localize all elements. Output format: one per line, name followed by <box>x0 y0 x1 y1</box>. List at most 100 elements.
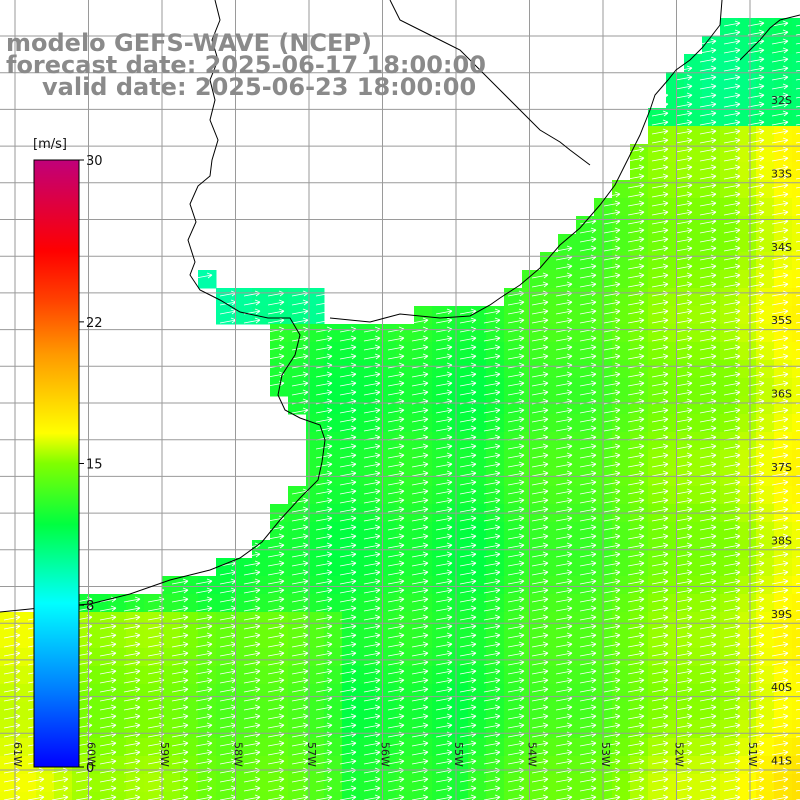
wind-arrow <box>747 299 765 306</box>
wind-cell <box>756 234 775 253</box>
wind-arrow <box>531 587 549 594</box>
wind-cell <box>684 270 703 289</box>
wind-cell <box>684 540 703 559</box>
wind-cell <box>540 774 559 793</box>
wind-arrow <box>531 722 549 729</box>
wind-arrow <box>747 632 765 639</box>
wind-cell <box>522 486 541 505</box>
wind-arrow <box>123 776 141 783</box>
wind-cell <box>450 306 469 325</box>
wind-arrow <box>363 578 381 585</box>
wind-arrow <box>627 200 645 207</box>
wind-arrow <box>723 416 741 423</box>
wind-cell <box>720 36 739 55</box>
wind-cell <box>540 486 559 505</box>
wind-arrow <box>675 146 693 153</box>
wind-arrow <box>699 677 717 684</box>
wind-arrow <box>387 686 405 693</box>
wind-cell <box>288 594 307 613</box>
wind-arrow <box>627 425 645 432</box>
wind-cell <box>360 576 379 595</box>
wind-arrow <box>195 587 213 594</box>
coastline <box>0 0 800 613</box>
wind-cell <box>180 738 199 757</box>
wind-arrow <box>699 614 717 621</box>
wind-cell <box>306 342 325 361</box>
wind-arrow <box>531 353 549 360</box>
wind-cell <box>666 306 685 325</box>
wind-arrow <box>483 389 501 396</box>
wind-arrow <box>99 686 117 693</box>
wind-arrow <box>579 299 597 306</box>
wind-arrow <box>555 524 573 531</box>
wind-arrow <box>675 74 693 81</box>
wind-arrow <box>723 245 741 252</box>
wind-arrow <box>675 758 693 765</box>
wind-arrow <box>171 704 189 711</box>
wind-arrow <box>483 371 501 378</box>
wind-cell <box>612 648 631 667</box>
wind-cell <box>324 378 343 397</box>
wind-arrow <box>771 704 789 711</box>
wind-cell <box>396 432 415 451</box>
wind-arrow <box>675 443 693 450</box>
wind-arrow <box>339 488 357 495</box>
wind-arrow <box>267 299 285 306</box>
wind-cell <box>306 558 325 577</box>
wind-arrow <box>483 479 501 486</box>
wind-cell <box>630 792 649 800</box>
wind-arrow <box>507 623 525 630</box>
wind-arrow <box>291 776 309 783</box>
wind-arrow <box>387 749 405 756</box>
wind-arrow <box>771 650 789 657</box>
wind-cell <box>360 720 379 739</box>
wind-arrow <box>699 209 717 216</box>
wind-arrow <box>291 407 309 414</box>
wind-arrow <box>363 344 381 351</box>
wind-arrow <box>99 623 117 630</box>
wind-cell <box>684 450 703 469</box>
wind-arrow <box>723 704 741 711</box>
wind-arrow <box>795 375 800 378</box>
wind-cell <box>720 54 739 73</box>
wind-cell <box>612 684 631 703</box>
wind-arrow <box>675 776 693 783</box>
longitude-label: 52W <box>673 742 686 767</box>
wind-arrow <box>315 551 333 558</box>
wind-arrow <box>483 722 501 729</box>
wind-arrow <box>699 722 717 729</box>
wind-arrow <box>723 461 741 468</box>
wind-arrow <box>315 317 333 324</box>
wind-arrow <box>99 785 117 792</box>
wind-arrow <box>579 488 597 495</box>
wind-cell <box>306 666 325 685</box>
wind-arrow <box>3 713 21 720</box>
wind-arrow <box>483 677 501 684</box>
wind-arrow <box>651 506 669 513</box>
wind-cell <box>306 432 325 451</box>
wind-arrow <box>243 623 261 630</box>
wind-cell <box>738 18 757 37</box>
wind-arrow <box>243 650 261 657</box>
wind-cell <box>306 450 325 469</box>
wind-cell <box>720 630 739 649</box>
wind-cell <box>720 18 739 37</box>
wind-cell <box>648 342 667 361</box>
wind-arrow <box>291 533 309 540</box>
wind-arrow <box>555 533 573 540</box>
wind-arrow <box>507 335 525 342</box>
wind-cell <box>360 666 379 685</box>
wind-arrow <box>387 587 405 594</box>
wind-arrow <box>795 51 800 54</box>
wind-arrow <box>507 452 525 459</box>
wind-arrow <box>699 533 717 540</box>
wind-cell <box>576 234 595 253</box>
wind-cell <box>540 684 559 703</box>
wind-arrow <box>699 497 717 504</box>
wind-cell <box>432 720 451 739</box>
latitude-label: 34S <box>771 241 792 254</box>
wind-arrow <box>627 182 645 189</box>
wind-arrow <box>267 758 285 765</box>
wind-arrow <box>795 357 800 360</box>
